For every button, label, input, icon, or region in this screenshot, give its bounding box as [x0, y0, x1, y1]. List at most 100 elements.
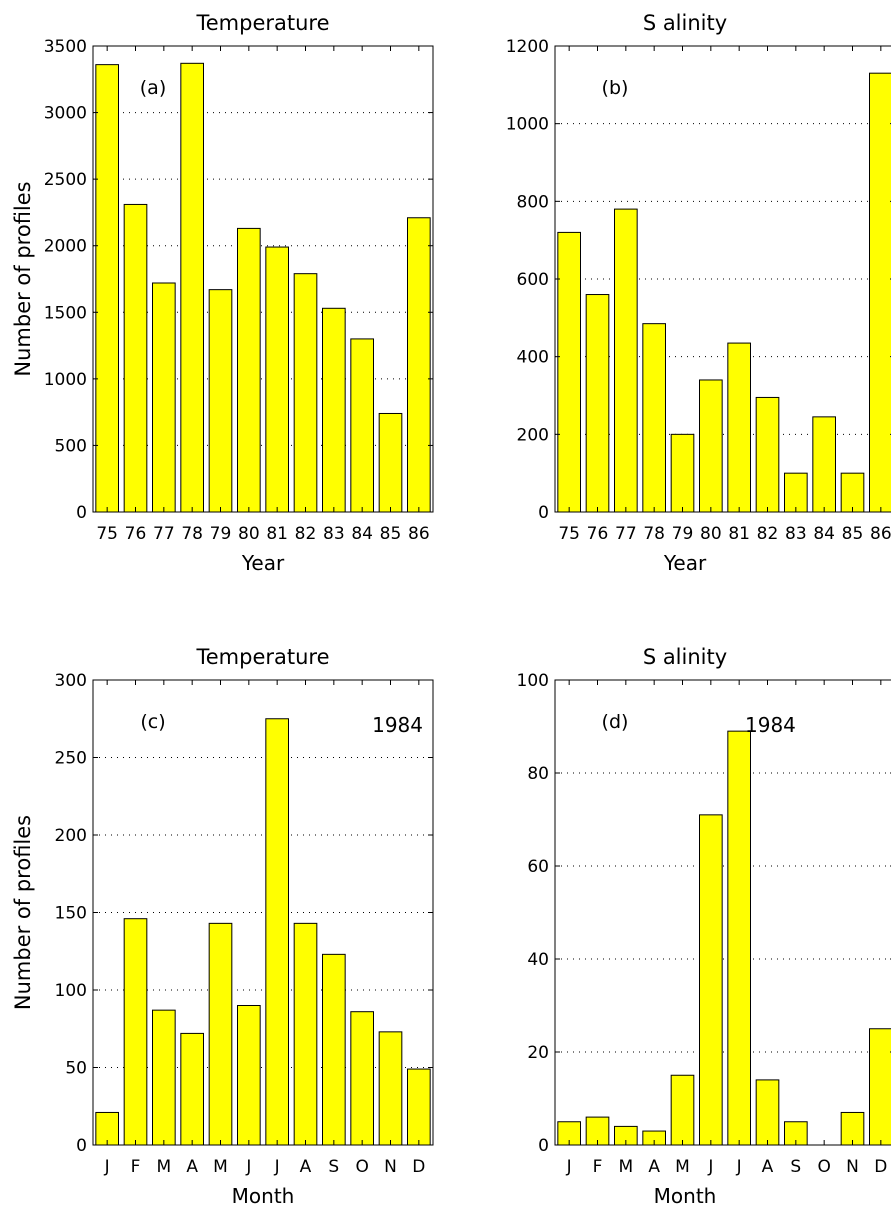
x-tick-label: 80	[238, 524, 260, 544]
y-tick-label: 1200	[506, 37, 549, 57]
bar	[208, 289, 233, 513]
y-axis-label: Number of profiles	[11, 181, 35, 376]
chart-panel-0: 0 500 1000 1500 2000 2500 3000 3500 75 76 77 78 79 80…	[11, 11, 434, 575]
bar	[585, 294, 610, 513]
bar	[208, 922, 233, 1146]
y-tick-label: 20	[527, 1043, 549, 1063]
x-axis-label: Year	[241, 551, 285, 575]
year-annotation: 1984	[372, 713, 423, 737]
y-tick-label: 1000	[44, 370, 87, 390]
y-tick-label: 500	[55, 436, 87, 456]
plot-frame	[92, 45, 434, 513]
x-tick-label: A	[300, 1157, 312, 1177]
x-tick-label: 76	[125, 524, 147, 544]
x-tick-label: D	[412, 1157, 425, 1177]
bar	[180, 62, 204, 513]
bar	[350, 1011, 375, 1146]
bar	[557, 231, 581, 513]
bar	[152, 282, 176, 513]
chart-title: S alinity	[643, 645, 727, 669]
y-tick-label: 40	[527, 950, 549, 970]
x-axis-label: Month	[654, 1184, 717, 1207]
x-tick-label: 83	[785, 524, 807, 544]
x-tick-label: 82	[757, 524, 779, 544]
panel-label: (c)	[140, 711, 165, 733]
bar	[699, 814, 723, 1146]
x-tick-label: 75	[558, 524, 580, 544]
x-tick-label: 80	[700, 524, 722, 544]
x-tick-label: J	[736, 1157, 742, 1177]
bar	[727, 342, 751, 513]
bar	[407, 217, 431, 513]
bar	[265, 246, 290, 513]
x-tick-label: 79	[672, 524, 694, 544]
x-tick-label: J	[274, 1157, 280, 1177]
y-tick-label: 3500	[44, 37, 87, 57]
x-tick-label: J	[104, 1157, 110, 1177]
y-tick-label: 50	[65, 1059, 87, 1079]
x-tick-label: 85	[842, 524, 864, 544]
x-tick-label: 85	[380, 524, 402, 544]
x-tick-label: A	[762, 1157, 774, 1177]
bar	[237, 1005, 261, 1146]
y-tick-label: 1500	[44, 303, 87, 323]
plot-frame	[554, 679, 891, 1146]
y-tick-label: 400	[517, 348, 549, 368]
y-tick-label: 60	[527, 857, 549, 877]
x-tick-label: N	[846, 1157, 859, 1177]
x-axis-label: Year	[663, 551, 707, 575]
bar	[322, 953, 346, 1146]
x-tick-label: 79	[210, 524, 232, 544]
bar	[378, 1031, 403, 1146]
x-tick-label: 82	[295, 524, 317, 544]
x-tick-label: F	[131, 1157, 141, 1177]
y-tick-label: 2500	[44, 170, 87, 190]
y-tick-label: 2000	[44, 237, 87, 257]
x-tick-label: 83	[323, 524, 345, 544]
x-tick-label: O	[817, 1157, 830, 1177]
y-tick-label: 800	[517, 192, 549, 212]
x-tick-label: S	[328, 1157, 339, 1177]
bar	[840, 472, 865, 513]
x-tick-label: 78	[181, 524, 203, 544]
x-tick-label: 77	[615, 524, 637, 544]
bar	[727, 730, 751, 1146]
bar	[293, 922, 318, 1146]
y-tick-label: 200	[55, 826, 87, 846]
x-tick-label: F	[593, 1157, 603, 1177]
x-tick-label: 75	[96, 524, 118, 544]
bar	[322, 307, 346, 513]
y-axis-label: Number of profiles	[11, 815, 35, 1010]
bar	[784, 472, 808, 513]
panel-label: (b)	[602, 77, 629, 99]
x-tick-label: M	[156, 1157, 171, 1177]
y-tick-label: 0	[76, 1136, 87, 1156]
x-tick-label: 76	[587, 524, 609, 544]
bar	[180, 1032, 204, 1146]
x-tick-label: M	[213, 1157, 228, 1177]
bar	[123, 918, 148, 1146]
y-tick-label: 1000	[506, 115, 549, 135]
bar	[755, 396, 780, 513]
x-tick-label: M	[618, 1157, 633, 1177]
x-tick-label: 86	[408, 524, 430, 544]
chart-title: S alinity	[643, 11, 727, 35]
x-tick-label: 81	[728, 524, 750, 544]
y-tick-label: 0	[538, 503, 549, 523]
bar	[869, 1028, 891, 1146]
bar	[614, 208, 638, 513]
bar	[642, 323, 666, 513]
y-tick-label: 80	[527, 764, 549, 784]
y-tick-label: 0	[76, 503, 87, 523]
bar	[123, 203, 148, 513]
bar	[293, 273, 318, 513]
x-tick-label: M	[675, 1157, 690, 1177]
bar	[670, 1074, 695, 1146]
x-tick-label: J	[707, 1157, 713, 1177]
y-tick-label: 250	[55, 749, 87, 769]
chart-panel-1: 0 200 400 600 800 1000 1200 75 76 77 78 79 80 81 82 83 8…	[506, 11, 891, 575]
bar	[812, 416, 836, 513]
x-axis-label: Month	[232, 1184, 295, 1207]
chart-title: Temperature	[195, 11, 329, 35]
